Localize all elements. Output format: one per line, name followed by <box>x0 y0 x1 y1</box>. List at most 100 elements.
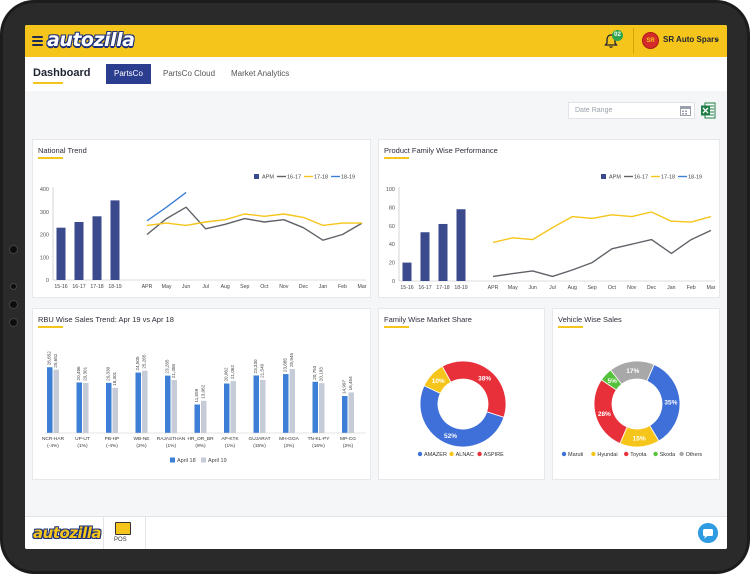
x-tick-label: APR <box>142 284 153 290</box>
y-tick-label: 100 <box>40 255 49 261</box>
series-line <box>492 229 712 278</box>
x-tick-label: UP-UT <box>75 436 90 442</box>
bar <box>56 227 66 280</box>
legend-label: ALNAC <box>456 452 474 458</box>
user-name[interactable]: SR Auto Spars <box>663 35 719 44</box>
divider <box>633 28 634 54</box>
legend-swatch <box>254 174 259 179</box>
series-line <box>146 206 363 241</box>
x-tick-label: HR_OR_BR <box>187 436 214 442</box>
pie-slice <box>419 385 505 448</box>
x-tick-label: 17-18 <box>436 285 449 291</box>
data-label: 25,652 <box>53 353 58 367</box>
divider <box>103 517 104 549</box>
data-label: 23,265 <box>165 359 170 373</box>
data-label: 20,330 <box>106 366 111 380</box>
tab-partsco[interactable]: PartsCo <box>106 64 151 84</box>
pie-slice <box>610 360 655 385</box>
bar <box>47 367 53 433</box>
bar <box>348 392 354 433</box>
bar <box>260 379 266 433</box>
chevron-down-icon[interactable]: ⌄ <box>713 33 721 43</box>
slice-label: 15% <box>633 435 646 442</box>
title-underline <box>384 157 409 159</box>
x-tick-label: 18-19 <box>454 285 467 291</box>
x-tick-label: Sep <box>240 284 249 290</box>
legend-label: April 18 <box>177 458 196 464</box>
x-tick-label: Jul <box>202 284 209 290</box>
market-share-card: Family Wise Market Share 52% 10% 38% AMAZER… <box>378 308 545 480</box>
excel-icon[interactable] <box>701 102 716 119</box>
bar <box>402 262 412 281</box>
data-label: 18,301 <box>112 371 117 385</box>
legend-label: Others <box>686 452 703 458</box>
footer-logo[interactable]: autozilla <box>33 524 102 542</box>
menu-icon[interactable] <box>32 36 43 46</box>
x-tick-label: May <box>162 284 172 290</box>
camera-dot <box>9 245 18 254</box>
x-tick-sublabel: (2%) <box>343 443 354 449</box>
legend-label: 16-17 <box>287 175 301 181</box>
x-tick-sublabel: (1%) <box>77 443 88 449</box>
sensor-dot <box>10 283 17 290</box>
x-tick-label: Aug <box>221 284 230 290</box>
tab-market-analytics[interactable]: Market Analytics <box>231 69 290 78</box>
data-label: 26,652 <box>47 351 52 365</box>
x-tick-label: Dec <box>299 284 309 290</box>
x-tick-label: 16-17 <box>418 285 431 291</box>
x-tick-label: 15-16 <box>54 284 67 290</box>
legend-label: Skoda <box>660 452 677 458</box>
bar <box>53 369 59 433</box>
x-tick-sublabel: (2%) <box>284 443 295 449</box>
title-underline <box>558 326 583 328</box>
bottom-bar: autozilla POS <box>25 516 727 549</box>
pie-slice <box>441 360 507 418</box>
tab-partsco-cloud[interactable]: PartsCo Cloud <box>163 69 216 78</box>
title-underline <box>38 157 63 159</box>
card-title: RBU Wise Sales Trend: Apr 19 vs Apr 18 <box>38 315 174 324</box>
x-tick-label: MP-CG <box>340 436 356 442</box>
x-tick-sublabel: (1%) <box>166 443 177 449</box>
data-label: 21,540 <box>260 363 265 377</box>
avatar[interactable]: SR <box>642 32 659 49</box>
national-trend-chart: APM 16-17 17-18 18-19 0 100 200 300 400 15-16 16-1… <box>40 174 367 290</box>
data-label: 25,945 <box>289 353 294 367</box>
slice-label: 38% <box>478 375 491 382</box>
bar <box>76 382 82 433</box>
bar <box>83 382 89 433</box>
y-tick-label: 400 <box>40 187 49 193</box>
bar <box>106 382 112 433</box>
bar <box>92 216 102 280</box>
chat-icon[interactable] <box>698 523 718 543</box>
legend-swatch <box>449 451 454 457</box>
x-tick-label: WB-NE <box>134 436 150 442</box>
legend-swatch <box>591 451 596 457</box>
top-bar: autozilla 02 SR SR Auto Spars ⌄ <box>25 25 727 57</box>
legend-label: 16-17 <box>634 175 648 181</box>
x-tick-label: MH-GOA <box>279 436 300 442</box>
product-family-chart: APM 16-17 17-18 18-19 0 20 40 60 80 100 15-16 16-17… <box>386 174 716 291</box>
calendar-icon[interactable] <box>680 105 691 116</box>
legend-label: 17-18 <box>661 175 675 181</box>
data-label: 11,559 <box>194 388 199 402</box>
date-range-input[interactable]: Date Range <box>568 102 695 119</box>
bar <box>283 374 289 433</box>
legend-label: Maruti <box>568 452 583 458</box>
bar <box>171 380 177 433</box>
y-tick-label: 40 <box>389 242 395 248</box>
data-label: 20,753 <box>312 365 317 379</box>
y-tick-label: 0 <box>46 278 49 284</box>
x-tick-label: PB-HP <box>105 436 120 442</box>
bar <box>194 404 200 433</box>
app-logo[interactable]: autozilla <box>47 29 135 51</box>
pos-label[interactable]: POS <box>114 537 127 543</box>
slice-label: 5% <box>608 378 618 385</box>
slice-label: 28% <box>598 411 611 418</box>
bar <box>74 221 84 280</box>
pos-icon[interactable] <box>115 522 131 535</box>
x-tick-label: AP-KTK <box>221 436 239 442</box>
divider <box>145 517 146 549</box>
x-tick-label: 16-17 <box>72 284 85 290</box>
